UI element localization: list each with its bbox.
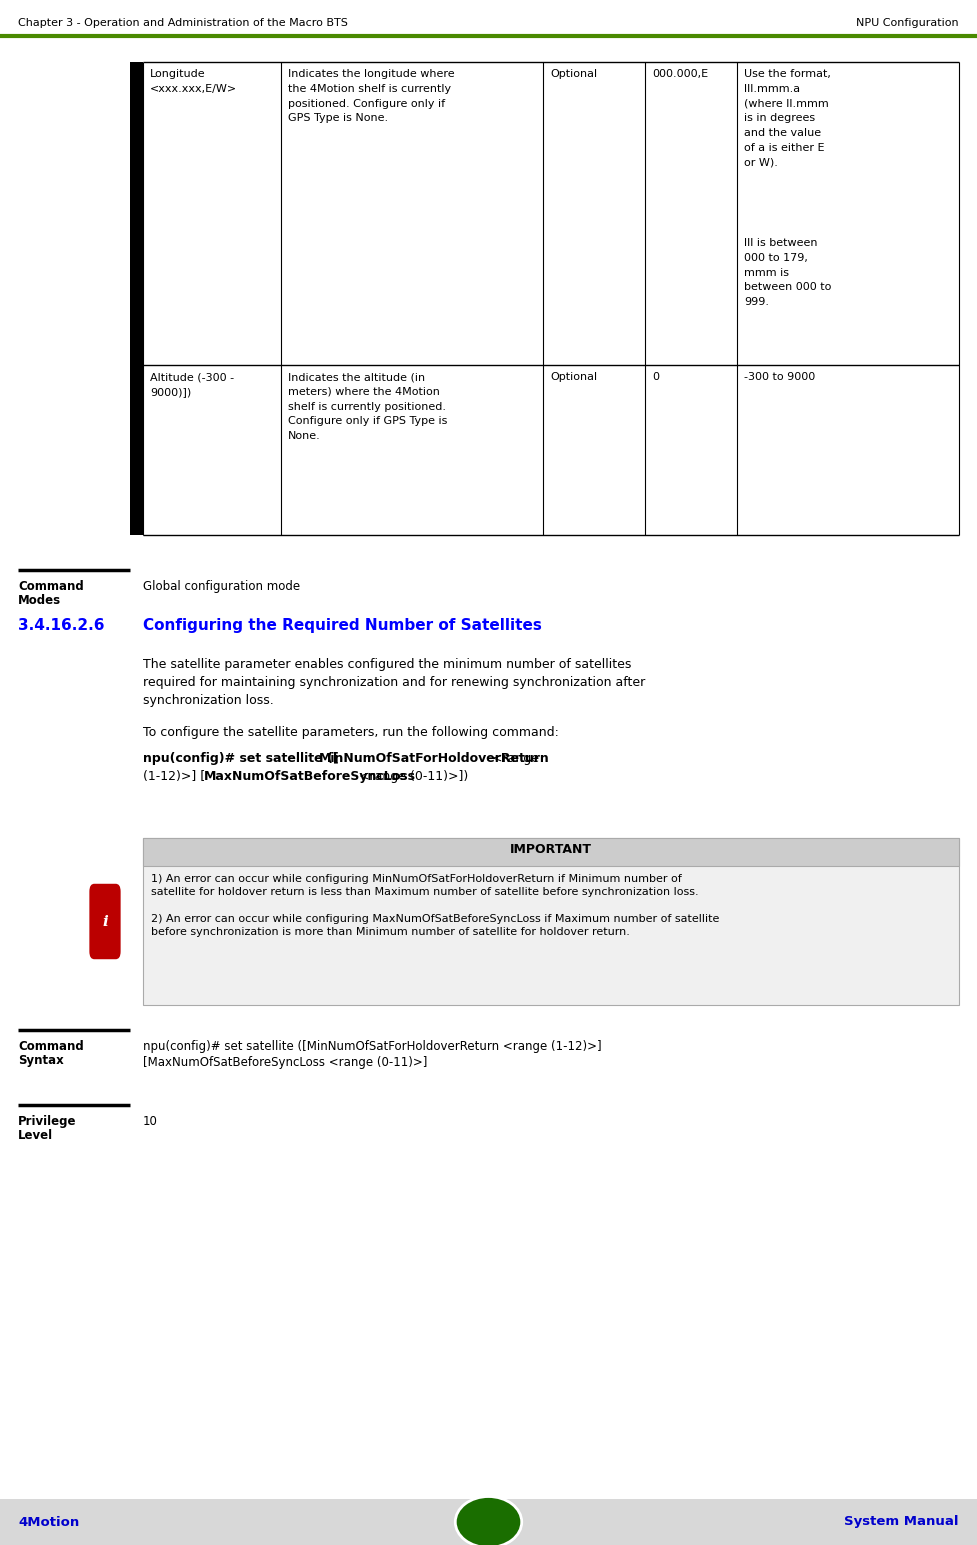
Text: (1-12)>] [: (1-12)>] [ [143,769,205,783]
Ellipse shape [455,1497,522,1545]
Text: Configuring the Required Number of Satellites: Configuring the Required Number of Satel… [143,618,542,633]
Text: Use the format,
lll.mmm.a
(where ll.mmm
is in degrees
and the value
of a is eith: Use the format, lll.mmm.a (where ll.mmm … [744,70,830,168]
Text: IMPORTANT: IMPORTANT [510,844,592,856]
Text: Modes: Modes [18,593,62,607]
Text: Altitude (-300 -
9000)]): Altitude (-300 - 9000)]) [150,372,234,397]
Text: 1) An error can occur while configuring MinNumOfSatForHoldoverReturn if Minimum : 1) An error can occur while configuring … [151,874,699,898]
Text: lll is between
000 to 179,
mmm is
between 000 to
999.: lll is between 000 to 179, mmm is betwee… [744,238,831,307]
Text: Indicates the longitude where
the 4Motion shelf is currently
positioned. Configu: Indicates the longitude where the 4Motio… [288,70,454,124]
Text: Command: Command [18,1040,84,1054]
Text: NPU Configuration: NPU Configuration [857,19,959,28]
Text: Command: Command [18,579,84,593]
Text: Optional: Optional [550,70,597,79]
Text: npu(config)# set satellite ([: npu(config)# set satellite ([ [143,752,339,765]
Text: 0: 0 [652,372,659,382]
Text: 2) An error can occur while configuring MaxNumOfSatBeforeSyncLoss if Maximum num: 2) An error can occur while configuring … [151,915,719,938]
Text: MinNumOfSatForHoldoverReturn: MinNumOfSatForHoldoverReturn [319,752,549,765]
Text: Level: Level [18,1129,53,1142]
Text: To configure the satellite parameters, run the following command:: To configure the satellite parameters, r… [143,726,559,739]
FancyBboxPatch shape [89,884,120,959]
Text: <range (0-11)>]): <range (0-11)>]) [355,769,468,783]
Text: Indicates the altitude (in
meters) where the 4Motion
shelf is currently position: Indicates the altitude (in meters) where… [288,372,447,442]
Bar [143,837,959,1004]
Text: -300 to 9000: -300 to 9000 [744,372,815,382]
Text: Chapter 3 - Operation and Administration of the Macro BTS: Chapter 3 - Operation and Administration… [18,19,348,28]
Text: Global configuration mode: Global configuration mode [143,579,300,593]
Text: MaxNumOfSatBeforeSyncLoss: MaxNumOfSatBeforeSyncLoss [203,769,415,783]
Text: 4Motion: 4Motion [18,1516,79,1528]
Text: Longitude
<xxx.xxx,E/W>: Longitude <xxx.xxx,E/W> [150,70,237,94]
Text: Syntax: Syntax [18,1054,64,1068]
Text: synchronization loss.: synchronization loss. [143,694,274,708]
Text: Privilege: Privilege [18,1115,76,1128]
Text: [MaxNumOfSatBeforeSyncLoss <range (0-11)>]: [MaxNumOfSatBeforeSyncLoss <range (0-11)… [143,1055,427,1069]
Text: 3.4.16.2.6: 3.4.16.2.6 [18,618,105,633]
Bar [130,62,143,535]
Text: The satellite parameter enables configured the minimum number of satellites: The satellite parameter enables configur… [143,658,631,671]
Text: Optional: Optional [550,372,597,382]
Text: npu(config)# set satellite ([MinNumOfSatForHoldoverReturn <range (1-12)>]: npu(config)# set satellite ([MinNumOfSat… [143,1040,602,1054]
Bar [143,837,959,867]
Text: <range: <range [488,752,539,765]
Text: required for maintaining synchronization and for renewing synchronization after: required for maintaining synchronization… [143,677,645,689]
Text: 000.000,E: 000.000,E [652,70,708,79]
Text: System Manual: System Manual [844,1516,959,1528]
Bar [0,1499,977,1545]
Text: 428: 428 [476,1516,501,1528]
Text: 10: 10 [143,1115,158,1128]
Text: i: i [103,915,107,929]
